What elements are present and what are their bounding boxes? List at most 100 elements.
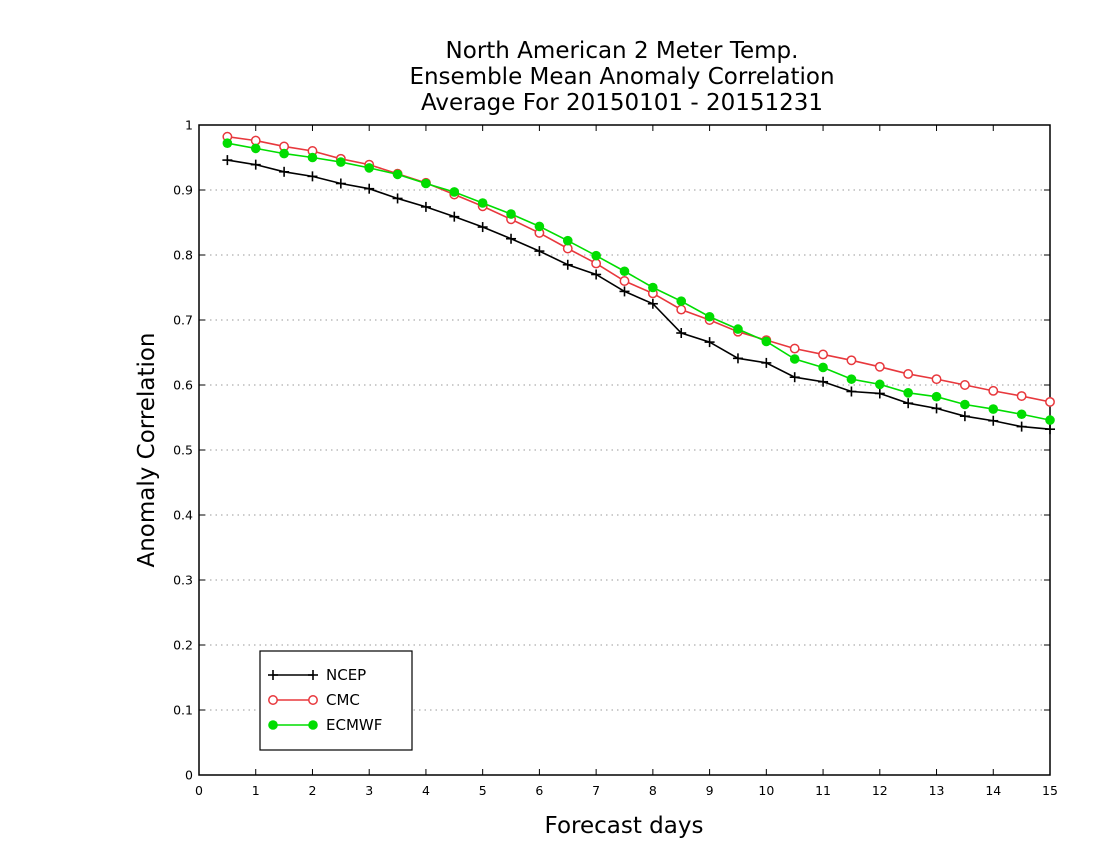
- series-cmc: [222, 131, 1055, 407]
- cmc-point: [988, 385, 999, 396]
- ecmwf-point: [931, 391, 942, 402]
- y-tick-label: 0.4: [173, 508, 193, 523]
- cmc-point: [818, 349, 829, 360]
- ncep-point: [619, 286, 630, 297]
- ncep-point: [988, 415, 999, 426]
- series-ncep: [222, 155, 1055, 435]
- legend-marker: [268, 695, 278, 705]
- cmc-point: [959, 380, 970, 390]
- ecmwf-point: [704, 311, 715, 322]
- ncep-point: [477, 222, 488, 233]
- x-tick-label: 12: [872, 783, 888, 798]
- ecmwf-point: [421, 178, 431, 189]
- ncep-point: [364, 183, 375, 194]
- ncep-point: [676, 328, 687, 338]
- ecmwf-point: [562, 235, 573, 246]
- ncep-point: [279, 166, 290, 177]
- ecmwf-point: [477, 198, 488, 208]
- legend: NCEP CMC ECMWF: [259, 650, 413, 751]
- ecmwf-point: [733, 324, 743, 334]
- x-tick-label: 3: [365, 783, 373, 798]
- ecmwf-point: [336, 157, 346, 167]
- ecmwf-point: [449, 187, 460, 197]
- legend-item-ecmwf: ECMWF: [268, 716, 382, 734]
- ncep-point: [732, 353, 743, 364]
- cmc-point: [789, 343, 800, 354]
- cmc-point: [903, 369, 914, 379]
- cmc-point: [591, 258, 602, 269]
- ecmwf-point: [364, 163, 375, 173]
- ncep-point: [222, 155, 233, 166]
- cmc-point: [846, 355, 857, 366]
- ncep-line: [227, 159, 1051, 430]
- x-tick-label: 6: [535, 783, 543, 798]
- ncep-point: [704, 337, 715, 348]
- ncep-point: [307, 171, 318, 182]
- x-axis-ticks: 0 1 2 3 4 5 6 7 8 9 10 11 12 13 14 15: [195, 125, 1058, 798]
- y-tick-label: 0.2: [173, 638, 193, 653]
- legend-item-ncep: NCEP: [268, 666, 366, 684]
- ecmwf-point: [761, 336, 772, 347]
- ncep-point: [818, 376, 829, 387]
- x-tick-label: 14: [985, 783, 1001, 798]
- ecmwf-point: [1016, 409, 1027, 420]
- ncep-point: [449, 211, 460, 222]
- y-tick-label: 0.3: [173, 573, 193, 588]
- chart-title-line-1: North American 2 Meter Temp.: [446, 38, 799, 64]
- cmc-point: [619, 276, 630, 286]
- ecmwf-point: [789, 354, 800, 364]
- ecmwf-point: [222, 138, 233, 148]
- x-tick-label: 8: [649, 783, 657, 798]
- cmc-point: [874, 361, 885, 372]
- x-tick-label: 2: [308, 783, 316, 798]
- ncep-point: [931, 403, 942, 414]
- x-tick-label: 11: [815, 783, 831, 798]
- legend-marker: [308, 670, 318, 680]
- chart-title-line-3: Average For 20150101 - 20151231: [421, 90, 823, 116]
- series-ecmwf: [222, 138, 1055, 425]
- legend-marker: [268, 720, 278, 730]
- ncep-point: [392, 193, 403, 204]
- ncep-point: [789, 372, 800, 383]
- legend-label-ncep: NCEP: [326, 666, 366, 684]
- ncep-point: [420, 201, 431, 212]
- ncep-point: [1045, 424, 1055, 435]
- series-layer: [222, 131, 1055, 435]
- ecmwf-point: [279, 148, 289, 159]
- ecmwf-point: [534, 221, 545, 232]
- ecmwf-point: [676, 296, 687, 306]
- x-axis-label: Forecast days: [545, 813, 704, 839]
- cmc-point: [931, 374, 942, 385]
- legend-item-cmc: CMC: [268, 691, 360, 709]
- legend-marker: [308, 695, 318, 705]
- ecmwf-point: [1045, 415, 1055, 425]
- ecmwf-point: [250, 143, 261, 154]
- x-tick-label: 9: [706, 783, 714, 798]
- cmc-point: [562, 243, 573, 254]
- ncep-point: [1016, 421, 1027, 432]
- x-tick-label: 7: [592, 783, 600, 798]
- y-tick-label: 0.6: [173, 378, 193, 393]
- ncep-point: [903, 398, 914, 409]
- y-tick-label: 0.9: [173, 183, 193, 198]
- ecmwf-point: [875, 379, 885, 390]
- y-tick-label: 0.7: [173, 313, 193, 328]
- cmc-point: [1045, 396, 1055, 407]
- ecmwf-point: [960, 399, 970, 410]
- x-tick-label: 13: [929, 783, 945, 798]
- ncep-point: [250, 159, 261, 170]
- y-tick-label: 0: [185, 768, 193, 783]
- y-tick-label: 0.1: [173, 703, 193, 718]
- ncep-point: [959, 411, 970, 422]
- cmc-point: [1016, 391, 1027, 401]
- cmc-point: [250, 135, 261, 146]
- x-tick-label: 1: [252, 783, 260, 798]
- ecmwf-point: [846, 374, 857, 384]
- y-axis-label: Anomaly Correlation: [134, 332, 160, 567]
- legend-label-cmc: CMC: [326, 691, 360, 709]
- y-axis-ticks: 0 0.1 0.2 0.3 0.4 0.5 0.6 0.7 0.8 0.9 1: [173, 118, 1050, 783]
- ecmwf-point: [818, 362, 828, 373]
- x-tick-label: 0: [195, 783, 203, 798]
- chart-title-line-2: Ensemble Mean Anomaly Correlation: [409, 64, 834, 90]
